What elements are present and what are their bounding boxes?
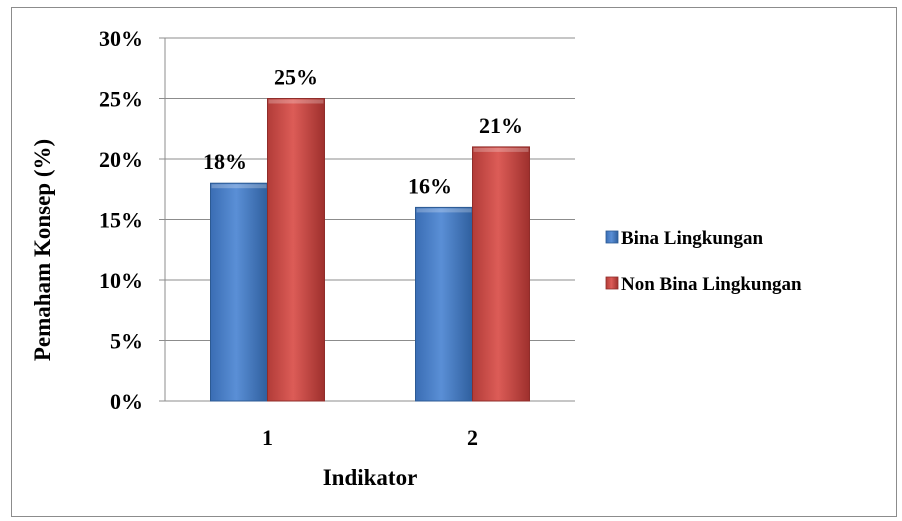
x-tick-label: 1	[262, 425, 273, 450]
legend-swatch	[605, 276, 619, 290]
x-axis-title: Indikator	[323, 465, 418, 490]
y-tick-label: 15%	[99, 208, 143, 233]
bars	[210, 98, 530, 402]
data-labels: 18% 25% 16% 21%	[203, 65, 523, 199]
y-tick-label: 5%	[110, 329, 143, 354]
legend-label: Non Bina Lingkungan	[621, 274, 802, 295]
legend: Bina Lingkungan Non Bina Lingkungan	[605, 228, 802, 295]
legend-swatch	[605, 230, 619, 244]
data-label: 21%	[479, 113, 523, 138]
data-label: 25%	[274, 65, 318, 90]
y-axis-title: Pemaham Konsep (%)	[30, 139, 55, 361]
bar-non-bina-lingkungan-1	[267, 98, 325, 402]
bar-bina-lingkungan-2	[415, 206, 473, 402]
bar-non-bina-lingkungan-2	[472, 146, 530, 402]
x-tick-label: 2	[467, 425, 478, 450]
y-tick-label: 30%	[99, 26, 143, 51]
bar-highlight	[416, 208, 472, 213]
y-tick-label: 10%	[99, 268, 143, 293]
y-axis-ticks: 0% 5% 10% 15% 20% 25% 30%	[99, 26, 143, 414]
data-label: 18%	[203, 149, 247, 174]
bar-highlight	[211, 184, 267, 189]
bar-highlight	[268, 99, 324, 104]
legend-label: Bina Lingkungan	[621, 228, 763, 249]
y-tick-label: 20%	[99, 147, 143, 172]
y-tick-label: 25%	[99, 87, 143, 112]
bar-highlight	[473, 147, 529, 152]
y-tick-label: 0%	[110, 389, 143, 414]
bar-bina-lingkungan-1	[210, 182, 268, 402]
data-label: 16%	[408, 173, 452, 198]
